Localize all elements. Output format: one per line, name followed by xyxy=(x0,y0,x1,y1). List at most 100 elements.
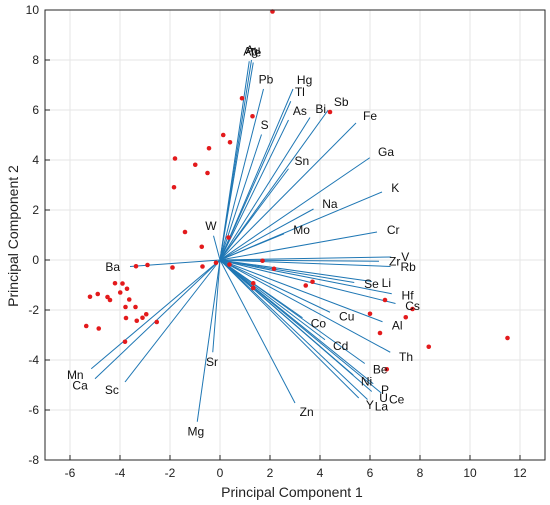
score-point xyxy=(126,297,132,302)
loading-label: Cs xyxy=(405,299,420,313)
score-point xyxy=(143,311,149,317)
loading-vector xyxy=(124,259,221,383)
loading-vector xyxy=(219,259,331,313)
loading-label: Mo xyxy=(293,223,310,237)
score-point xyxy=(220,132,226,138)
y-tick-label: 0 xyxy=(32,253,39,267)
loading-label: Cu xyxy=(339,310,354,324)
loading-label: Y xyxy=(366,398,374,412)
score-point xyxy=(133,304,138,310)
loading-label: Na xyxy=(322,197,338,211)
score-point xyxy=(172,156,178,161)
score-point xyxy=(170,265,175,270)
score-point xyxy=(213,260,219,266)
score-point xyxy=(384,366,390,372)
loading-vector xyxy=(219,259,396,304)
plot-frame xyxy=(44,9,546,461)
loading-label: Mn xyxy=(67,368,84,382)
loading-vector xyxy=(219,157,371,261)
loading-label: Cd xyxy=(333,339,348,353)
loading-label: As xyxy=(293,104,307,118)
loading-label: Hf xyxy=(402,289,415,303)
loading-vector xyxy=(219,259,391,267)
score-point xyxy=(199,244,205,250)
score-point xyxy=(96,326,102,331)
loading-vector xyxy=(213,235,221,261)
loading-vector xyxy=(219,259,382,394)
y-tick-label: 4 xyxy=(32,153,39,167)
loading-vector xyxy=(129,259,221,267)
score-point xyxy=(250,113,255,119)
score-point xyxy=(382,297,388,303)
score-point xyxy=(303,283,309,288)
score-point xyxy=(227,139,233,145)
loading-vector xyxy=(219,259,366,364)
loading-vector xyxy=(219,101,292,261)
score-point xyxy=(171,184,177,190)
x-tick-label: 8 xyxy=(417,466,424,480)
loading-vector xyxy=(219,259,355,283)
x-tick-label: -2 xyxy=(165,466,176,480)
score-point xyxy=(140,315,145,321)
loading-label: Pb xyxy=(259,72,274,86)
loading-label: Zr xyxy=(389,254,400,268)
y-tick-label: 8 xyxy=(32,53,39,67)
y-tick-label: -2 xyxy=(28,303,39,317)
loading-vector xyxy=(219,208,314,261)
loading-label: La xyxy=(375,399,389,413)
plot-area xyxy=(45,10,545,460)
loading-vector xyxy=(212,259,221,353)
score-point xyxy=(182,229,188,235)
score-point xyxy=(133,263,139,269)
y-tick-label: 10 xyxy=(26,3,40,17)
loading-vector xyxy=(219,109,329,261)
score-point xyxy=(367,311,373,317)
loading-vector xyxy=(219,231,378,261)
x-axis-title: Principal Component 1 xyxy=(221,484,363,500)
loading-vector xyxy=(219,62,254,261)
loading-vector xyxy=(219,259,392,295)
x-tick-label: 10 xyxy=(463,466,477,480)
score-point xyxy=(124,286,130,292)
score-point xyxy=(426,344,432,350)
score-point xyxy=(310,279,315,285)
loading-label: V xyxy=(401,250,409,264)
loading-vector xyxy=(219,259,372,282)
loading-label: W xyxy=(205,219,217,233)
loading-vector xyxy=(219,259,380,262)
loading-vector xyxy=(90,259,221,370)
loading-label: Ba xyxy=(105,260,120,274)
loading-label: Ce xyxy=(389,392,405,406)
score-point xyxy=(206,145,212,151)
score-point xyxy=(107,297,113,303)
score-point xyxy=(122,339,128,345)
score-point xyxy=(403,314,409,320)
loading-label: Cr xyxy=(387,223,400,237)
grid xyxy=(45,9,545,461)
loading-vectors xyxy=(90,59,396,422)
loading-vector xyxy=(219,233,285,261)
loading-label: Se xyxy=(364,277,379,291)
loading-vector xyxy=(219,259,360,399)
loading-vector xyxy=(94,259,221,380)
score-point xyxy=(505,335,510,341)
loading-label: Te xyxy=(249,46,262,60)
score-point xyxy=(205,170,210,176)
loading-label: S xyxy=(261,118,269,132)
score-point xyxy=(87,294,93,300)
loading-vector xyxy=(219,61,250,261)
loading-label: U xyxy=(379,391,388,405)
x-tick-label: 12 xyxy=(513,466,527,480)
loading-label: Sr xyxy=(206,355,218,369)
loading-label: Al xyxy=(392,318,403,332)
loading-vector xyxy=(219,259,383,323)
score-point xyxy=(145,262,150,268)
score-point xyxy=(95,291,101,297)
loading-label: Hg xyxy=(297,73,312,87)
loading-label: Li xyxy=(382,276,391,290)
loading-label: Sc xyxy=(105,383,119,397)
score-point xyxy=(117,290,123,295)
loading-vector xyxy=(219,259,368,400)
score-point xyxy=(226,235,231,240)
